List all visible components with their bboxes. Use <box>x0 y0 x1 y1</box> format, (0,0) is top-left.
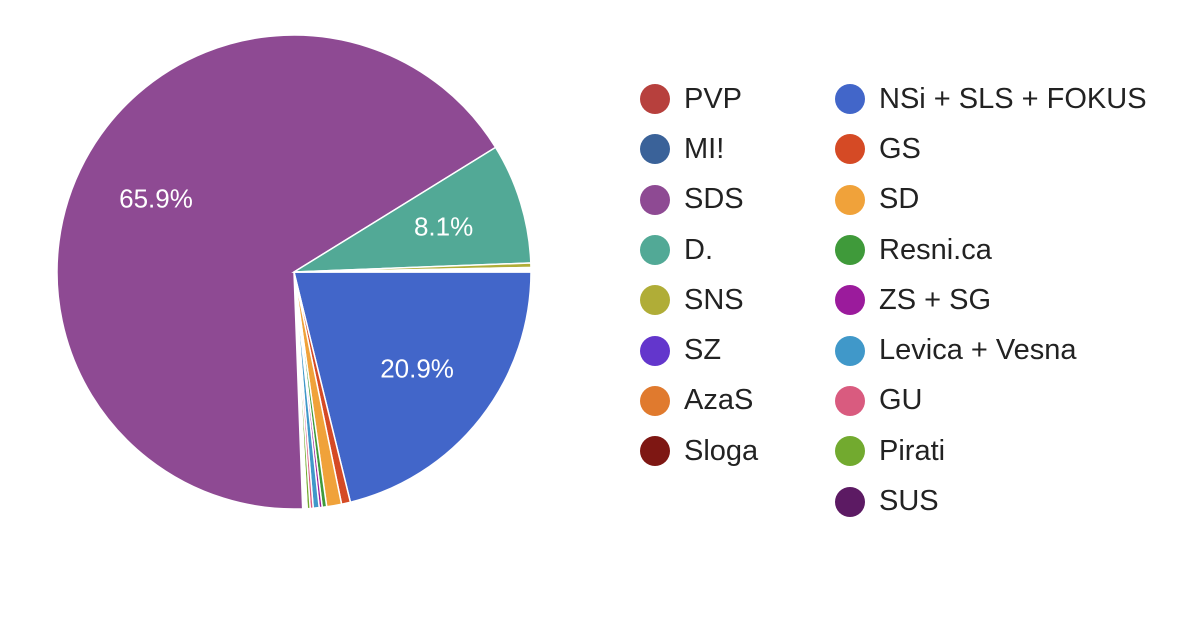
legend-label: MI! <box>684 132 725 165</box>
pie-slice-nsi-sls-fokus <box>293 271 532 504</box>
legend-item-levica-vesna: Levica + Vesna <box>835 325 1147 375</box>
legend-label: SD <box>879 183 920 216</box>
legend-item-d: D. <box>640 225 758 275</box>
legend-swatch <box>640 184 670 215</box>
legend-label: Resni.ca <box>879 233 992 266</box>
slice-label-nsi-sls-fokus: 20.9% <box>380 354 454 384</box>
legend-item-sds: SDS <box>640 175 758 225</box>
legend-swatch <box>835 486 865 517</box>
legend-swatch <box>640 285 670 316</box>
legend-swatch <box>835 134 865 165</box>
legend-label: D. <box>684 233 713 266</box>
pie-slice-sloga <box>293 269 532 273</box>
legend-label: Pirati <box>879 434 946 467</box>
legend-label: SZ <box>684 334 722 367</box>
legend-item-sz: SZ <box>640 325 758 375</box>
legend-item-pirati: Pirati <box>835 426 1147 476</box>
legend-item-sus: SUS <box>835 476 1147 526</box>
legend-swatch <box>640 235 670 266</box>
legend-swatch <box>835 184 865 215</box>
legend-swatch <box>835 84 865 115</box>
legend-swatch <box>640 84 670 115</box>
legend-label: PVP <box>684 82 743 115</box>
legend-swatch <box>640 385 670 416</box>
legend-label: Sloga <box>684 434 759 467</box>
legend-item-sns: SNS <box>640 275 758 325</box>
legend-swatch <box>835 385 865 416</box>
legend-item-pvp: PVP <box>640 74 758 124</box>
legend-item-zs-sg: ZS + SG <box>835 275 1147 325</box>
legend-swatch <box>835 235 865 266</box>
slice-label-sds: 65.9% <box>119 183 193 213</box>
pie-slice-d <box>291 146 532 273</box>
legend-item-sd: SD <box>835 175 1147 225</box>
legend-item-gu: GU <box>835 376 1147 426</box>
pie-slice-sds <box>56 34 497 510</box>
legend-label: ZS + SG <box>879 283 992 316</box>
legend-label: AzaS <box>684 384 754 417</box>
legend-label: GU <box>879 384 923 417</box>
legend-item-mi: MI! <box>640 124 758 174</box>
legend-swatch <box>835 335 865 366</box>
legend-column-1: PVP MI! SDS D. SNS SZ AzaS Sloga <box>640 74 758 476</box>
legend-item-resni-ca: Resni.ca <box>835 225 1147 275</box>
legend-swatch <box>640 436 670 467</box>
legend-label: Levica + Vesna <box>879 334 1077 367</box>
legend-item-nsi-sls-fokus: NSi + SLS + FOKUS <box>835 74 1147 124</box>
legend-item-gs: GS <box>835 124 1147 174</box>
legend-swatch <box>640 335 670 366</box>
legend-label: SNS <box>684 283 744 316</box>
legend-item-sloga: Sloga <box>640 426 758 476</box>
legend-label: GS <box>879 132 921 165</box>
pie-plot-area: 20.9% 65.9% 8.1% <box>56 34 532 510</box>
legend-column-2: NSi + SLS + FOKUS GS SD Resni.ca ZS + SG Levi… <box>835 74 1147 527</box>
slice-label-d: 8.1% <box>414 211 473 241</box>
legend-swatch <box>835 285 865 316</box>
legend-label: SUS <box>879 485 939 518</box>
legend-swatch <box>640 134 670 165</box>
legend-label: SDS <box>684 183 744 216</box>
legend-swatch <box>835 436 865 467</box>
legend-label: NSi + SLS + FOKUS <box>879 82 1147 115</box>
legend-item-azas: AzaS <box>640 376 758 426</box>
